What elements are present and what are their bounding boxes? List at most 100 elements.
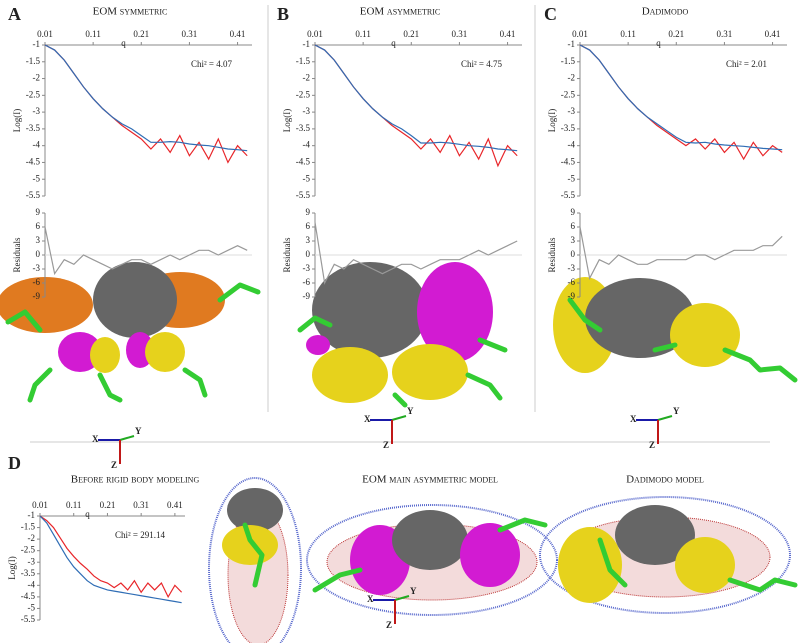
molecule-d: [208, 477, 798, 643]
y-tick-label: -2: [33, 73, 41, 83]
x-tick-label: 0.31: [133, 500, 149, 510]
axis-label: Z: [111, 460, 117, 470]
y-tick-label: -2.5: [21, 545, 36, 555]
y-tick-label: -1: [28, 510, 36, 520]
y-tick-label: 0: [571, 249, 576, 259]
y-tick-label: -3.5: [561, 123, 576, 133]
panel-title: Before rigid body modeling: [71, 474, 200, 486]
y-tick-label: -6: [303, 277, 311, 287]
x-tick-label: 0.21: [100, 500, 116, 510]
series-line: [579, 226, 783, 281]
y-tick-label: -3: [33, 263, 41, 273]
y-axis-label: Log(I): [547, 109, 557, 133]
molecule-b: [297, 262, 508, 408]
y-tick-label: -9: [568, 291, 576, 301]
axis-label: X: [364, 414, 371, 424]
panel-letter: A: [8, 4, 21, 24]
y-tick-label: -4.5: [296, 157, 311, 167]
y-tick-label: 6: [36, 221, 41, 231]
x-tick-label: 0.41: [230, 29, 246, 39]
y-tick-label: -1.5: [561, 56, 576, 66]
y-tick-label: -3: [33, 106, 41, 116]
x-axis-label: q: [85, 509, 90, 519]
y-tick-label: -5.5: [21, 614, 36, 624]
y-tick-label: -2.5: [26, 89, 41, 99]
y-tick-label: -5: [303, 173, 311, 183]
y-tick-label: -6: [568, 277, 576, 287]
y-axis-label: Residuals: [282, 237, 292, 272]
y-tick-label: -2: [303, 73, 311, 83]
axis-label: X: [367, 594, 374, 604]
y-axis-label: Residuals: [12, 237, 22, 272]
y-tick-label: -3: [303, 263, 311, 273]
panel-letter: B: [277, 4, 289, 24]
molecule-c: [553, 277, 798, 383]
y-tick-label: -2.5: [296, 89, 311, 99]
y-tick-label: -1.5: [21, 522, 36, 532]
series-line: [39, 515, 182, 604]
panel-letter: D: [8, 453, 21, 473]
series-line: [314, 44, 518, 152]
y-tick-label: -2: [28, 533, 36, 543]
x-tick-label: 0.41: [167, 500, 183, 510]
y-tick-label: 0: [36, 249, 41, 259]
y-axis-label: Log(I): [7, 556, 17, 580]
series-line: [579, 44, 783, 151]
series-line: [44, 44, 248, 152]
y-tick-label: -2.5: [561, 89, 576, 99]
y-tick-label: -4.5: [26, 157, 41, 167]
y-tick-label: -4.5: [21, 591, 36, 601]
x-tick-label: 0.11: [66, 500, 81, 510]
y-tick-label: -5.5: [296, 190, 311, 200]
x-tick-label: 0.01: [37, 29, 53, 39]
axis-label: X: [92, 434, 99, 444]
panel-title: EOM asymmetric: [360, 6, 441, 18]
series-line: [39, 515, 183, 599]
y-tick-label: 6: [571, 221, 576, 231]
y-tick-label: -5.5: [561, 190, 576, 200]
x-tick-label: 0.41: [500, 29, 516, 39]
x-tick-label: 0.31: [452, 29, 468, 39]
y-tick-label: -4: [28, 579, 36, 589]
y-tick-label: -2: [568, 73, 576, 83]
y-tick-label: -5: [28, 603, 36, 613]
x-tick-label: 0.11: [85, 29, 100, 39]
y-axis-label: Log(I): [282, 109, 292, 133]
y-tick-label: -3: [568, 263, 576, 273]
annotation: Chi² = 4.07: [191, 59, 233, 69]
x-tick-label: 0.11: [355, 29, 370, 39]
axis-arrow: [119, 435, 135, 441]
axis-arrow: [394, 595, 410, 601]
y-tick-label: -9: [33, 291, 41, 301]
panel-letter: C: [544, 4, 557, 24]
y-tick-label: -3: [303, 106, 311, 116]
y-tick-label: -1: [303, 39, 311, 49]
axis-label: Z: [649, 440, 655, 450]
y-tick-label: -5: [33, 173, 41, 183]
y-axis-label: Residuals: [547, 237, 557, 272]
x-tick-label: 0.01: [307, 29, 323, 39]
y-axis-label: Log(I): [12, 109, 22, 133]
x-tick-label: 0.31: [717, 29, 733, 39]
y-tick-label: 6: [306, 221, 311, 231]
annotation: Chi² = 2.01: [726, 59, 767, 69]
axis-label: Y: [407, 406, 414, 416]
axis-label: X: [630, 414, 637, 424]
panel-title: Dadimodo: [642, 6, 689, 18]
x-tick-label: 0.11: [620, 29, 635, 39]
y-tick-label: -1.5: [296, 56, 311, 66]
x-tick-label: 0.41: [765, 29, 781, 39]
y-tick-label: 9: [306, 207, 311, 217]
model-title: Dadimodo model: [626, 474, 704, 486]
y-tick-label: -4: [303, 140, 311, 150]
y-tick-label: -3.5: [26, 123, 41, 133]
panel-title: EOM symmetric: [93, 6, 168, 18]
x-tick-label: 0.21: [668, 29, 684, 39]
annotation: Chi² = 291.14: [115, 530, 166, 540]
y-tick-label: -3.5: [296, 123, 311, 133]
y-tick-label: -6: [33, 277, 41, 287]
y-tick-label: -4: [568, 140, 576, 150]
y-tick-label: -3: [28, 556, 36, 566]
series-line: [44, 226, 248, 276]
y-tick-label: -4.5: [561, 157, 576, 167]
